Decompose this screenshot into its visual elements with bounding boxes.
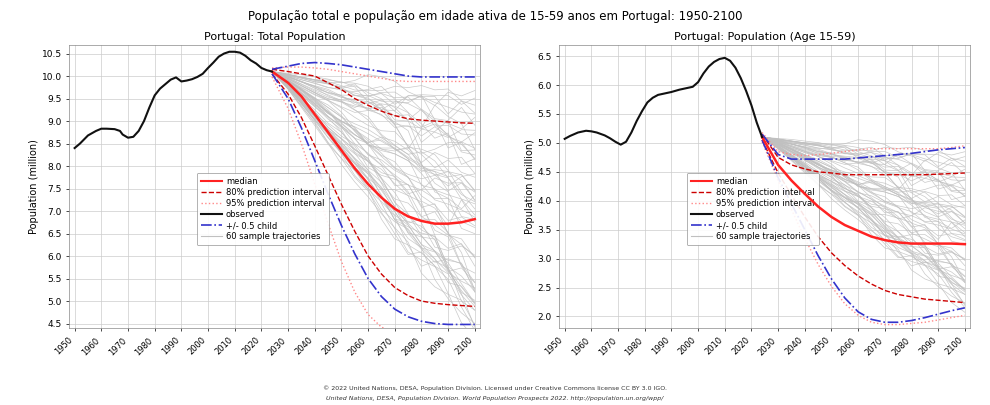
Text: © 2022 United Nations, DESA, Population Division. Licensed under Creative Common: © 2022 United Nations, DESA, Population …	[323, 385, 667, 391]
Title: Portugal: Total Population: Portugal: Total Population	[204, 32, 346, 43]
Y-axis label: Population (million): Population (million)	[29, 139, 39, 234]
Text: United Nations, DESA, Population Division. World Population Prospects 2022. http: United Nations, DESA, Population Divisio…	[327, 396, 663, 401]
Legend: median, 80% prediction interval, 95% prediction interval, observed, +/- 0.5 chil: median, 80% prediction interval, 95% pre…	[687, 173, 819, 245]
Legend: median, 80% prediction interval, 95% prediction interval, observed, +/- 0.5 chil: median, 80% prediction interval, 95% pre…	[197, 173, 329, 245]
Text: População total e população em idade ativa de 15-59 anos em Portugal: 1950-2100: População total e população em idade ati…	[248, 10, 742, 23]
Y-axis label: Population (million): Population (million)	[525, 139, 535, 234]
Title: Portugal: Population (Age 15-59): Portugal: Population (Age 15-59)	[674, 32, 855, 43]
